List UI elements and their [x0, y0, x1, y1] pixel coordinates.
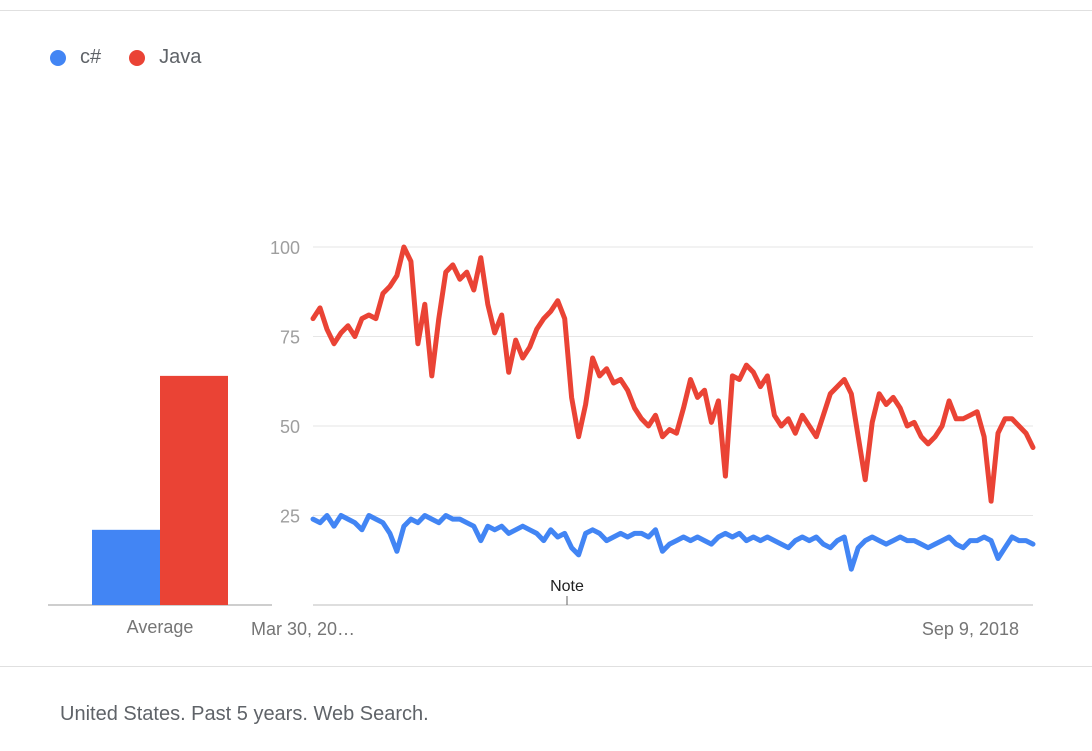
footer-divider	[0, 666, 1092, 667]
bar-category-label: Average	[127, 617, 194, 637]
x-tick-label-start: Mar 30, 20…	[251, 619, 355, 639]
series-lines	[310, 244, 1036, 572]
note-annotation[interactable]: Note	[550, 578, 584, 595]
x-tick-label-end: Sep 9, 2018	[922, 619, 1019, 639]
series-line-csharp[interactable]	[310, 513, 1036, 572]
footer-caption: United States. Past 5 years. Web Search.	[60, 703, 429, 725]
legend-label-csharp: c#	[80, 46, 102, 68]
legend-item-java[interactable]: Java	[129, 46, 201, 69]
legend-dot-csharp	[50, 49, 66, 66]
top-divider	[0, 10, 1092, 11]
average-bars	[92, 375, 228, 605]
chart-legend: c# Java	[50, 46, 229, 69]
y-tick-label: 50	[280, 417, 300, 437]
y-tick-label: 25	[280, 507, 300, 527]
trends-chart: 25 50 75 100 Average Mar 30, 20… Sep 9, 2018 No…	[48, 238, 1036, 639]
legend-dot-java	[129, 49, 146, 66]
average-bar-java[interactable]	[160, 375, 228, 605]
axis-labels: 25 50 75 100 Average Mar 30, 20… Sep 9, 2018 No…	[127, 238, 1019, 639]
y-tick-label: 100	[270, 238, 300, 258]
legend-item-csharp[interactable]: c#	[50, 46, 101, 69]
y-tick-label: 75	[280, 328, 300, 348]
series-line-java[interactable]	[310, 244, 1036, 504]
legend-label-java: Java	[159, 46, 202, 68]
average-bar-csharp[interactable]	[92, 529, 160, 605]
